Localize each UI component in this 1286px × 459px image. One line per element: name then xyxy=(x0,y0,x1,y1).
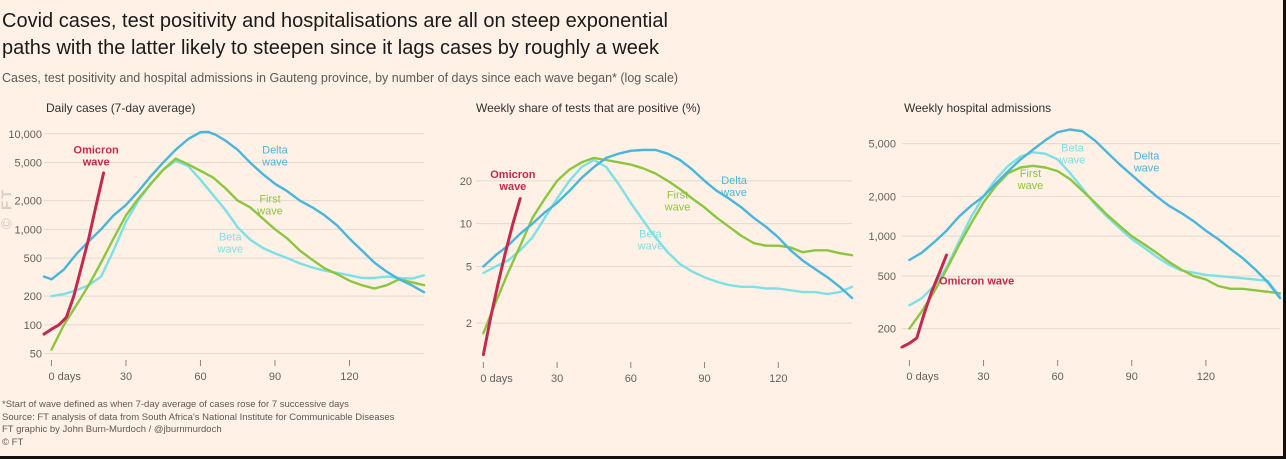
x-tick-label: 60 xyxy=(625,373,637,385)
title-line-1: Covid cases, test positivity and hospita… xyxy=(2,10,668,32)
x-tick-label: 0 days xyxy=(48,371,81,383)
annotation-line: Omicron wave xyxy=(939,276,1014,288)
annotation-beta: Beta wave xyxy=(637,228,664,252)
x-tick-label: 120 xyxy=(769,373,787,385)
y-tick-label: 5,000 xyxy=(868,139,896,151)
panel-title: Weekly share of tests that are positive … xyxy=(476,101,701,115)
footnote: *Start of wave defined as when 7-day ave… xyxy=(2,399,349,410)
y-tick-label: 50 xyxy=(30,349,42,361)
chart-panel-2: Weekly share of tests that are positive … xyxy=(460,101,854,385)
chart-panel-1: Daily cases (7-day average) 50 100 200 500 1,… xyxy=(8,101,426,383)
annotation-line: First xyxy=(259,194,280,206)
y-tick-label: 2 xyxy=(466,318,472,330)
annotation-line: wave xyxy=(720,187,747,199)
series-line-omicron xyxy=(900,253,948,349)
series-line-beta xyxy=(482,158,854,296)
y-tick-label: 10 xyxy=(460,219,472,231)
panel-title: Weekly hospital admissions xyxy=(904,101,1051,115)
x-tick-label: 60 xyxy=(194,371,206,383)
annotation-line: Delta xyxy=(262,145,289,157)
annotation-line: Beta xyxy=(1061,143,1085,155)
y-tick-label: 500 xyxy=(24,253,42,265)
annotation-line: wave xyxy=(216,244,243,256)
x-tick-label: 60 xyxy=(1052,371,1064,383)
annotation-first: First wave xyxy=(256,194,283,218)
series-line-beta xyxy=(50,159,426,298)
series-line-first xyxy=(482,156,854,335)
series-line-omicron xyxy=(42,171,106,336)
y-tick-label: 100 xyxy=(24,320,42,332)
chart-title: Covid cases, test positivity and hospita… xyxy=(2,8,902,62)
y-tick-label: 10,000 xyxy=(8,129,42,141)
annotation-line: Omicron xyxy=(490,169,536,181)
x-tick-label: 0 days xyxy=(480,373,513,385)
copyright-note: © FT xyxy=(2,436,24,448)
series-line-omicron xyxy=(481,197,522,357)
annotation-line: wave xyxy=(1059,155,1086,167)
annotation-first: First wave xyxy=(1017,168,1044,192)
series-line-delta xyxy=(908,128,1282,300)
annotation-line: Omicron xyxy=(74,145,120,157)
y-tick-label: 2,000 xyxy=(14,196,42,208)
annotation-first: First wave xyxy=(664,190,691,214)
source-note: Source: FT analysis of data from South A… xyxy=(2,411,395,423)
annotation-line: First xyxy=(1020,168,1041,180)
annotation-line: wave xyxy=(1133,162,1160,174)
annotation-line: Beta xyxy=(639,228,663,240)
y-tick-label: 200 xyxy=(24,291,42,303)
annotation-line: wave xyxy=(664,202,691,214)
y-tick-label: 500 xyxy=(878,271,896,283)
annotation-line: wave xyxy=(261,157,288,169)
annotation-beta: Beta wave xyxy=(216,232,243,256)
annotation-omicron: Omicron wave xyxy=(490,169,536,193)
x-tick-label: 120 xyxy=(1197,371,1215,383)
x-tick-label: 120 xyxy=(340,371,358,383)
x-tick-label: 30 xyxy=(120,371,132,383)
annotation-line: wave xyxy=(637,240,664,252)
chart-subtitle: Cases, test positivity and hospital admi… xyxy=(2,71,679,85)
x-tick-label: 90 xyxy=(269,371,281,383)
annotation-beta: Beta wave xyxy=(1059,143,1086,167)
annotation-omicron: Omicron wave xyxy=(939,276,1014,288)
y-tick-label: 1,000 xyxy=(14,224,42,236)
x-tick-label: 30 xyxy=(551,373,563,385)
annotation-line: Delta xyxy=(721,175,748,187)
title-line-2: paths with the latter likely to steepen … xyxy=(2,37,660,59)
annotation-line: First xyxy=(667,190,688,202)
annotation-line: Delta xyxy=(1134,150,1161,162)
series-line-delta xyxy=(482,148,854,300)
annotation-delta: Delta wave xyxy=(261,145,289,169)
chart-footer: *Start of wave defined as when 7-day ave… xyxy=(2,399,394,449)
y-tick-label: 2,000 xyxy=(868,191,896,203)
y-tick-label: 1,000 xyxy=(868,231,896,243)
annotation-line: wave xyxy=(1017,180,1044,192)
y-tick-label: 200 xyxy=(878,324,896,336)
x-tick-label: 90 xyxy=(698,373,710,385)
series-line-first xyxy=(50,157,426,351)
x-tick-label: 0 days xyxy=(906,371,939,383)
y-tick-label: 20 xyxy=(460,176,472,188)
credit-note: FT graphic by John Burn-Murdoch / @jburn… xyxy=(2,424,222,435)
x-tick-label: 30 xyxy=(977,371,989,383)
annotation-line: wave xyxy=(82,157,110,169)
annotation-line: wave xyxy=(498,181,526,193)
annotation-delta: Delta wave xyxy=(720,175,748,199)
y-tick-label: 5 xyxy=(466,261,472,273)
series-line-first xyxy=(908,164,1282,330)
series-line-delta xyxy=(42,130,426,294)
y-tick-label: 5,000 xyxy=(14,158,42,170)
annotation-omicron: Omicron wave xyxy=(74,145,120,169)
annotation-delta: Delta wave xyxy=(1133,150,1161,174)
annotation-line: Beta xyxy=(219,232,243,244)
annotation-line: wave xyxy=(256,206,283,218)
x-tick-label: 90 xyxy=(1126,371,1138,383)
chart-panel-3: Weekly hospital admissions 200 500 1,000 2,0… xyxy=(868,101,1282,383)
panel-title: Daily cases (7-day average) xyxy=(46,101,195,115)
